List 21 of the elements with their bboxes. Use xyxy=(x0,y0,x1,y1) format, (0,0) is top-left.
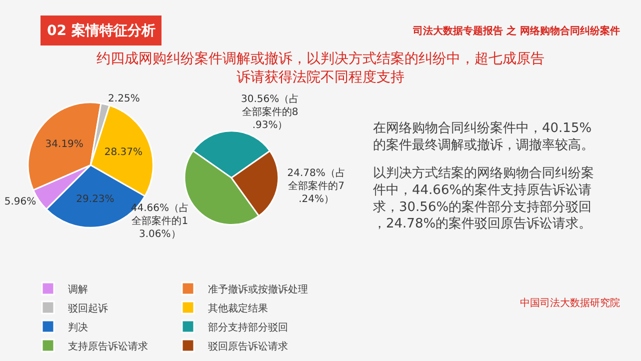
data-label: 5.96% xyxy=(4,196,36,208)
text: 中国司法大数据研究院 xyxy=(520,297,620,309)
text: 02 案情特征分析 xyxy=(47,22,156,39)
legend-label: 驳回起诉 xyxy=(68,302,108,314)
legend-label: 其他裁定结果 xyxy=(208,302,268,314)
legend-label: 驳回原告诉讼请求 xyxy=(208,340,288,352)
data-label: 30.56%（占全部案件的8.93%） xyxy=(240,92,300,131)
text: 以判决方式结案的网络购物合同纠纷案件中，44.66%的案件支持原告诉讼请求，30.56%的案件部分支持部分驳回，24.78%的案件驳回原告诉讼请求。 xyxy=(373,165,594,232)
legend-label: 准予撤诉或按撤诉处理 xyxy=(208,283,308,296)
data-label: 28.37% xyxy=(104,146,142,158)
text: 司法大数据专题报告 之 网络购物合同纠纷案件 xyxy=(412,25,620,37)
legend-label: 支持原告诉讼请求 xyxy=(68,340,148,352)
chart-title: 约四成网购纠纷案件调解或撤诉，以判决方式结案的纠纷中，超七成原告诉请获得法院不同程度支持 xyxy=(96,50,544,86)
legend-label: 调解 xyxy=(68,283,88,296)
data-label: 34.19% xyxy=(45,139,84,150)
data-label: 24.78%（占全部案件的7.24%） xyxy=(287,167,346,206)
data-label: 2.25% xyxy=(108,94,140,105)
legend-label: 部分支持部分驳回 xyxy=(208,321,288,334)
data-label: 29.23% xyxy=(76,194,114,206)
text: 在网络购物合同纠纷案件中，40.15%的案件最终调解或撤诉，调撤率较高。 xyxy=(373,120,594,153)
legend-label: 判决 xyxy=(68,321,88,334)
